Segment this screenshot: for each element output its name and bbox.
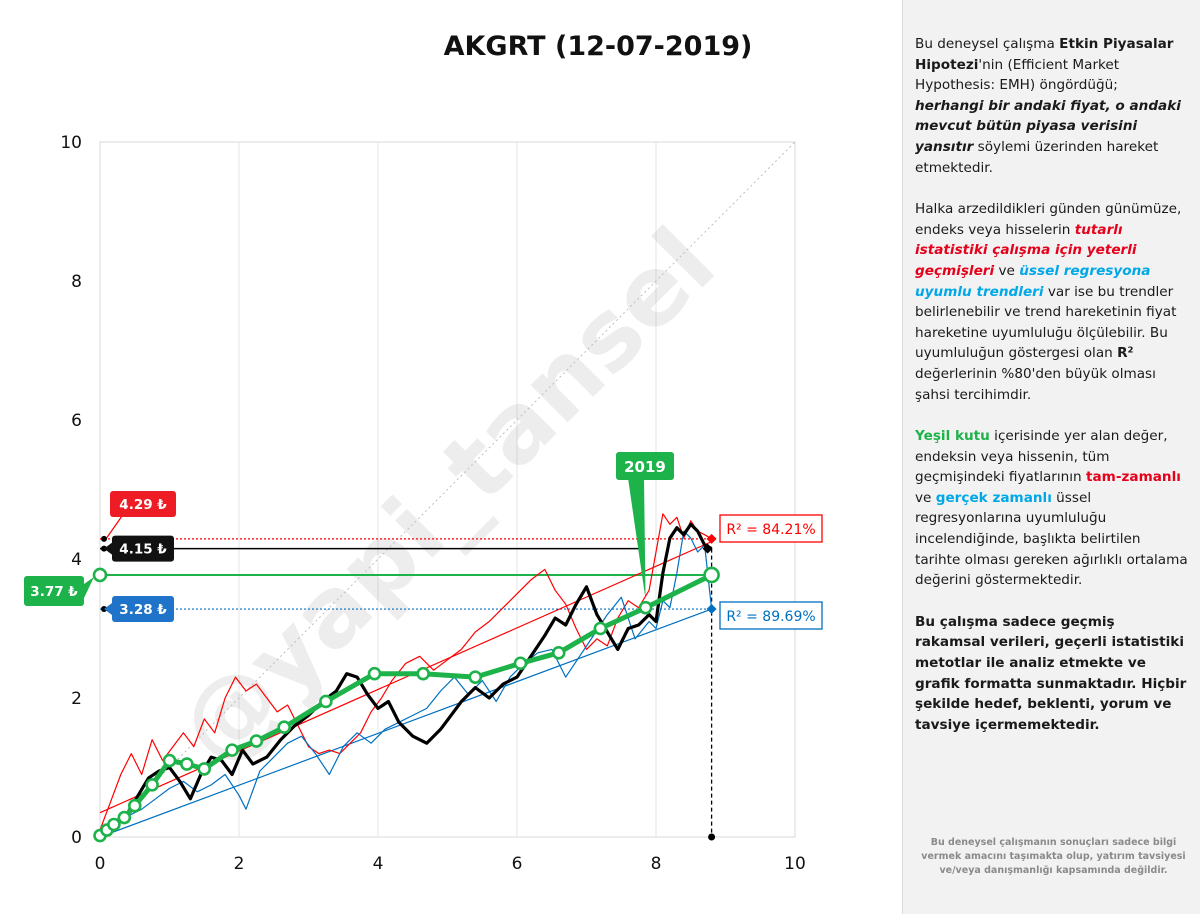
green-price-pointer xyxy=(84,576,94,598)
green-average-point xyxy=(162,753,177,768)
green-price-label-text: 3.77 ₺ xyxy=(30,584,78,600)
blue-price-series xyxy=(99,530,713,835)
text: 'nin (Efficient Market Hypothesis: EMH) … xyxy=(915,56,1120,94)
red-price-label: 4.29 ₺ xyxy=(110,491,176,517)
paragraph-green-box: Yeşil kutu içerisinde yer alan değer, en… xyxy=(915,426,1188,591)
red-end-marker xyxy=(706,533,717,544)
blue-price-label-text: 3.28 ₺ xyxy=(119,602,167,618)
green-average-point xyxy=(197,762,212,776)
current-date-dot xyxy=(708,833,716,841)
black-end-marker xyxy=(702,543,713,554)
highlight-red: tam-zamanlı xyxy=(1086,469,1181,486)
text: Bu deneysel çalışma xyxy=(915,36,1060,52)
y-tick-label: 6 xyxy=(71,411,82,431)
text: değerlerinin %80'den büyük olması şahsi … xyxy=(915,365,1156,403)
text: var ise bu trendler belirlenebilir ve tr… xyxy=(915,283,1177,362)
blue-price-label: 3.28 ₺ xyxy=(104,596,174,623)
blue-r2-label: R² = 89.69% xyxy=(719,601,823,630)
emh-quote: herhangi bir andaki fiyat, o andaki mevc… xyxy=(915,97,1181,155)
blue-r2-box xyxy=(719,601,823,630)
red-r2-text: R² = 84.21% xyxy=(726,522,815,538)
year-callout-box xyxy=(616,452,674,480)
green-average-point xyxy=(277,720,291,734)
chart-title: AKGRT (12-07-2019) xyxy=(444,31,753,62)
text: üssel regresyonlarına uyumluluğu incelen… xyxy=(915,489,1188,589)
disclaimer: Bu deneysel çalışmanın sonuçları sadece … xyxy=(921,837,1186,876)
red-r2-label: R² = 84.21% xyxy=(719,514,823,543)
blue-price-label-pointer xyxy=(104,603,112,616)
black-price-label-pointer xyxy=(104,542,112,555)
green-average-point xyxy=(117,810,132,825)
blue-trendline xyxy=(99,608,712,838)
x-tick-label: 2 xyxy=(234,854,245,874)
y-tick-label: 10 xyxy=(60,133,82,153)
green-average-point xyxy=(593,621,608,636)
black-price-label-box xyxy=(112,535,174,562)
x-tick-label: 0 xyxy=(95,854,106,874)
green-average-point xyxy=(638,600,653,615)
year-callout-pointer xyxy=(628,478,646,600)
x-tick-label: 8 xyxy=(651,854,662,874)
green-average-point xyxy=(225,743,239,757)
red-price-label-text: 4.29 ₺ xyxy=(119,497,167,513)
highlight-green: Yeşil kutu xyxy=(915,428,990,445)
y-tick-label: 4 xyxy=(71,550,82,570)
highlight-blue: üssel regresyona uyumlu trendleri xyxy=(915,262,1151,300)
black-price-label-text: 4.15 ₺ xyxy=(119,542,167,558)
y-tick-label: 8 xyxy=(71,272,82,292)
y-tick-label: 0 xyxy=(71,828,82,848)
text: ve xyxy=(994,262,1020,279)
y-tick-label: 2 xyxy=(71,689,82,709)
green-average-point xyxy=(551,646,566,660)
highlight-blue: gerçek zamanlı xyxy=(935,489,1052,506)
red-r2-box xyxy=(719,514,823,543)
highlight-red: tutarlı istatistiki çalışma için yeterli… xyxy=(915,221,1137,279)
chart-area: AKGRT (12-07-2019) @yapi_tansel 0 2 4 6 8 10 0 2 4… xyxy=(24,31,823,874)
black-price-label: 4.15 ₺ xyxy=(104,535,174,562)
paragraph-emh: Bu deneysel çalışma Etkin Piyasalar Hipo… xyxy=(915,34,1188,178)
paragraph-trends: Halka arzedildikleri günden günümüze, en… xyxy=(915,199,1188,405)
green-average-point xyxy=(416,666,430,681)
green-average-point xyxy=(107,817,121,832)
r2-term: R² xyxy=(1117,345,1134,362)
sidebar-panel: Bu deneysel çalışma Etkin Piyasalar Hipo… xyxy=(902,0,1200,914)
red-price-label-box xyxy=(110,491,176,517)
blue-end-marker xyxy=(706,604,717,615)
paragraph-notice: Bu çalışma sadece geçmiş rakamsal verile… xyxy=(915,613,1187,733)
green-price-label: 3.77 ₺ xyxy=(24,576,84,606)
text: söylemi üzerinden hareket etmektedir. xyxy=(915,138,1159,176)
text: Halka arzedildikleri günden günümüze, en… xyxy=(915,201,1182,238)
blue-r2-text: R² = 89.69% xyxy=(726,609,815,625)
text: içerisinde yer alan değer, endeksin veya… xyxy=(915,428,1168,486)
red-level-anchor xyxy=(101,535,107,542)
x-tick-label: 4 xyxy=(373,854,384,874)
text: ve xyxy=(915,489,936,506)
green-average-point xyxy=(513,656,528,671)
red-callout-stem xyxy=(105,515,123,540)
x-tick-label: 10 xyxy=(784,854,806,874)
sidebar-text: Bu deneysel çalışma Etkin Piyasalar Hipo… xyxy=(903,0,1200,735)
green-average-point xyxy=(127,798,142,813)
diagonal-reference-line xyxy=(99,141,796,838)
green-average-point xyxy=(703,566,720,584)
green-average-point xyxy=(180,757,194,771)
green-average-point xyxy=(319,694,333,709)
year-callout: 2019 xyxy=(616,452,674,600)
green-average-point xyxy=(145,778,159,792)
year-callout-text: 2019 xyxy=(624,458,666,476)
green-price-label-box xyxy=(24,576,84,606)
x-tick-label: 6 xyxy=(512,854,523,874)
blue-price-label-box xyxy=(112,596,174,623)
green-average-point xyxy=(468,670,483,684)
green-average-point xyxy=(367,666,382,681)
green-average-point xyxy=(249,734,264,748)
emh-term: Etkin Piyasalar Hipotezi xyxy=(915,36,1174,73)
green-level-anchor xyxy=(92,567,108,583)
